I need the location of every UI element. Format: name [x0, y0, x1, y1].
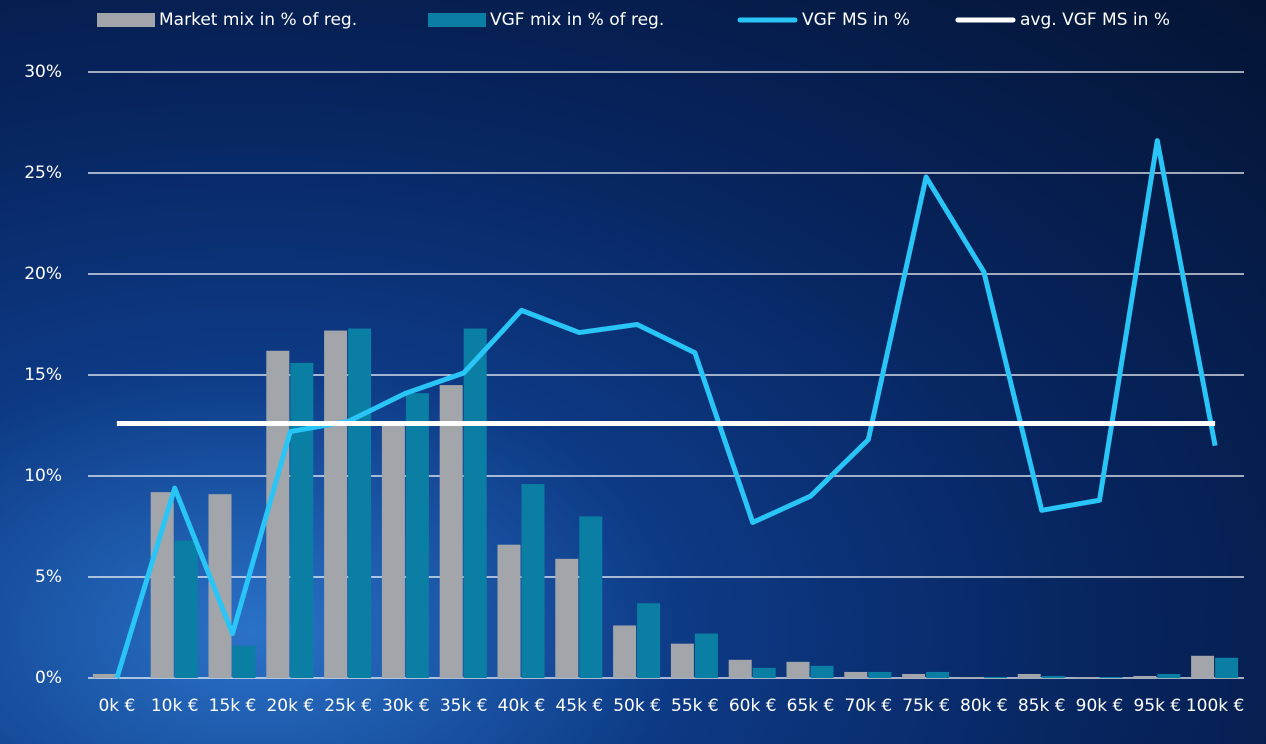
bar — [266, 350, 290, 678]
bar — [1133, 675, 1157, 678]
bar — [868, 671, 892, 678]
legend-label: avg. VGF MS in % — [1020, 10, 1170, 30]
y-tick-label: 0% — [35, 668, 62, 688]
bar — [324, 330, 348, 678]
bar — [844, 671, 868, 678]
y-tick-label: 5% — [35, 567, 62, 587]
bar — [290, 362, 314, 678]
bar — [405, 393, 429, 678]
legend-label: Market mix in % of reg. — [159, 10, 357, 30]
bar — [694, 633, 718, 678]
bar — [174, 540, 198, 678]
bar — [497, 544, 521, 678]
x-tick-label: 95k € — [1133, 696, 1181, 716]
legend-label: VGF MS in % — [802, 10, 910, 30]
x-tick-label: 100k € — [1186, 696, 1245, 716]
x-tick-label: 60k € — [729, 696, 777, 716]
bar — [926, 671, 950, 678]
x-tick-label: 75k € — [902, 696, 950, 716]
x-tick-label: 70k € — [844, 696, 892, 716]
x-tick-label: 50k € — [613, 696, 661, 716]
x-tick-label: 15k € — [209, 696, 257, 716]
bar — [232, 645, 256, 678]
bar — [521, 484, 545, 678]
bar — [348, 328, 372, 678]
bar — [613, 625, 637, 678]
bar — [1017, 673, 1041, 678]
x-tick-label: 30k € — [382, 696, 430, 716]
bar — [1041, 675, 1065, 678]
legend-swatch — [428, 13, 486, 27]
y-tick-label: 25% — [24, 163, 62, 183]
bar — [1075, 676, 1099, 678]
bar — [150, 492, 174, 678]
bar — [810, 665, 834, 678]
x-tick-label: 55k € — [671, 696, 719, 716]
x-tick-label: 20k € — [266, 696, 314, 716]
bar — [959, 676, 983, 678]
x-tick-label: 35k € — [440, 696, 488, 716]
bar — [670, 643, 694, 678]
bar — [728, 659, 752, 678]
x-tick-label: 45k € — [555, 696, 603, 716]
x-tick-label: 10k € — [151, 696, 199, 716]
bar — [1215, 657, 1239, 678]
x-tick-label: 0k € — [98, 696, 135, 716]
x-tick-label: 90k € — [1076, 696, 1124, 716]
legend-label: VGF mix in % of reg. — [490, 10, 664, 30]
x-tick-label: 25k € — [324, 696, 372, 716]
bar — [752, 667, 776, 678]
bar — [902, 673, 926, 678]
bar — [439, 385, 463, 678]
bar — [208, 494, 232, 678]
bar — [381, 423, 405, 678]
bar — [92, 673, 116, 678]
y-tick-label: 10% — [24, 466, 62, 486]
bar — [1099, 676, 1123, 678]
x-tick-label: 85k € — [1018, 696, 1066, 716]
bar — [1157, 673, 1181, 678]
x-tick-label: 65k € — [787, 696, 835, 716]
y-tick-label: 20% — [24, 264, 62, 284]
bar — [786, 661, 810, 678]
bar — [1191, 655, 1215, 678]
line — [114, 138, 1218, 679]
bar — [983, 676, 1007, 678]
x-tick-label: 80k € — [960, 696, 1008, 716]
x-tick-label: 40k € — [498, 696, 546, 716]
y-tick-label: 15% — [24, 365, 62, 385]
bar — [579, 516, 603, 678]
bar — [637, 603, 661, 678]
bar — [463, 328, 487, 678]
bar — [555, 558, 579, 678]
legend-swatch — [97, 13, 155, 27]
y-tick-label: 30% — [24, 62, 62, 82]
